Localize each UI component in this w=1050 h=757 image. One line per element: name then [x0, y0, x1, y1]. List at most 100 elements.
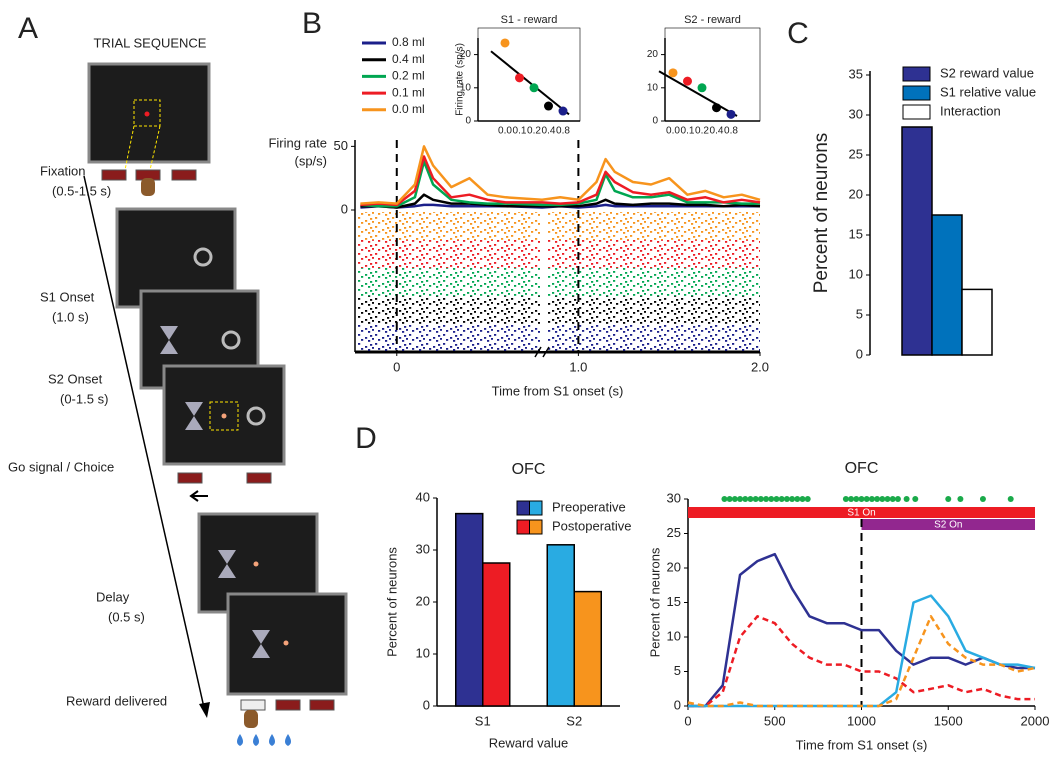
x-tick-label: 2.0 [751, 359, 769, 374]
y-tick-label: 0 [856, 346, 863, 361]
point [668, 68, 678, 78]
y-tick-label: 35 [849, 66, 863, 81]
significance-marker [737, 496, 744, 502]
y-tick-label: 10 [667, 628, 681, 643]
significance-marker [804, 496, 811, 502]
legend-swatch [516, 500, 530, 516]
diagram-title: TRIAL SEQUENCE [94, 35, 207, 50]
panel-label: B [302, 7, 322, 40]
step-label: (0.5 s) [108, 609, 145, 624]
x-tick-label: 2000 [1021, 713, 1050, 728]
x-axis-label: Reward value [489, 735, 569, 750]
key [101, 169, 127, 181]
significance-marker [773, 496, 780, 502]
x-tick-label: 0.2 [527, 126, 541, 137]
significance-marker [768, 496, 775, 502]
significance-marker [879, 496, 886, 502]
significance-marker [848, 496, 855, 502]
x-tick-label: S1 [475, 713, 491, 728]
significance-marker [752, 496, 759, 502]
legend-swatch [902, 104, 931, 120]
significance-marker [884, 496, 891, 502]
legend-swatch [529, 519, 543, 535]
step-label: Delay [96, 589, 130, 604]
y-tick-label: 0 [341, 201, 348, 216]
raster-band [357, 268, 760, 296]
significance-marker [789, 496, 796, 502]
significance-marker [868, 496, 875, 502]
legend-swatch [902, 85, 931, 101]
significance-marker [853, 496, 860, 502]
x-tick-label: 0.4 [710, 126, 724, 137]
x-tick-label: 0.1 [681, 126, 695, 137]
y-tick-label: 20 [460, 49, 472, 60]
choice-arrow [189, 490, 208, 502]
x-tick-label: 1.0 [569, 359, 587, 374]
step-label: (1.0 s) [52, 309, 89, 324]
significance-marker [783, 496, 790, 502]
step-label: Reward delivered [66, 693, 167, 708]
y-tick-label: 5 [674, 663, 681, 678]
frame [477, 27, 581, 122]
x-tick-label: 1000 [847, 713, 876, 728]
point [683, 76, 692, 86]
x-tick-label: 0 [684, 713, 691, 728]
y-tick-label: 0 [465, 116, 471, 127]
series-line [360, 145, 761, 205]
significance-marker [957, 496, 964, 502]
fit-line [490, 50, 570, 116]
y-tick-label: 0 [674, 697, 681, 712]
chart-title: S2 - reward [684, 14, 741, 26]
fit-line [658, 70, 738, 117]
y-tick-label: 10 [849, 266, 863, 281]
legend-label: 0.8 ml [392, 35, 425, 49]
x-tick-label: 0.8 [556, 126, 570, 137]
hand [244, 710, 258, 728]
significance-marker [889, 496, 896, 502]
axis-break-mark [534, 346, 550, 358]
gaze-line [124, 125, 161, 171]
y-tick-label: 20 [416, 593, 430, 608]
significance-marker [726, 496, 733, 502]
event-label: S1 On [847, 508, 875, 519]
y-tick-label: 25 [667, 525, 681, 540]
x-axis-label: Time from S1 onset (s) [492, 383, 624, 398]
legend-swatch [516, 519, 530, 535]
legend-label: 0.1 ml [392, 85, 425, 99]
y-tick-label: 5 [856, 306, 863, 321]
fixation-window [133, 99, 161, 127]
step-label: (0-1.5 s) [60, 391, 108, 406]
y-tick-label: 10 [647, 82, 659, 93]
panel-label: A [18, 12, 38, 45]
raster-band [357, 324, 760, 352]
step-label: Fixation [40, 163, 86, 178]
significance-marker [731, 496, 738, 502]
significance-marker [858, 496, 865, 502]
step-label: S2 Onset [48, 371, 103, 386]
bar [546, 544, 575, 707]
significance-marker [863, 496, 870, 502]
stimulus [246, 406, 266, 426]
y-tick-label: 15 [667, 594, 681, 609]
legend-swatch [529, 500, 543, 516]
legend-label: Preoperative [552, 499, 626, 514]
y-tick-label: 0 [652, 116, 658, 127]
y-tick-label: 20 [667, 559, 681, 574]
significance-marker [721, 496, 728, 502]
significance-marker [842, 496, 849, 502]
legend-label: Interaction [940, 103, 1001, 118]
legend-swatch [902, 66, 931, 82]
significance-marker [874, 496, 881, 502]
significance-marker [794, 496, 801, 502]
significance-marker [778, 496, 785, 502]
point [697, 83, 707, 93]
bar [455, 512, 484, 707]
series-line [687, 615, 1036, 708]
chart-title: OFC [512, 461, 546, 478]
point [515, 73, 524, 83]
significance-marker [799, 496, 806, 502]
x-tick-label: 0.1 [513, 126, 527, 137]
y-tick-label: 20 [849, 186, 863, 201]
legend-label: S1 relative value [940, 84, 1036, 99]
